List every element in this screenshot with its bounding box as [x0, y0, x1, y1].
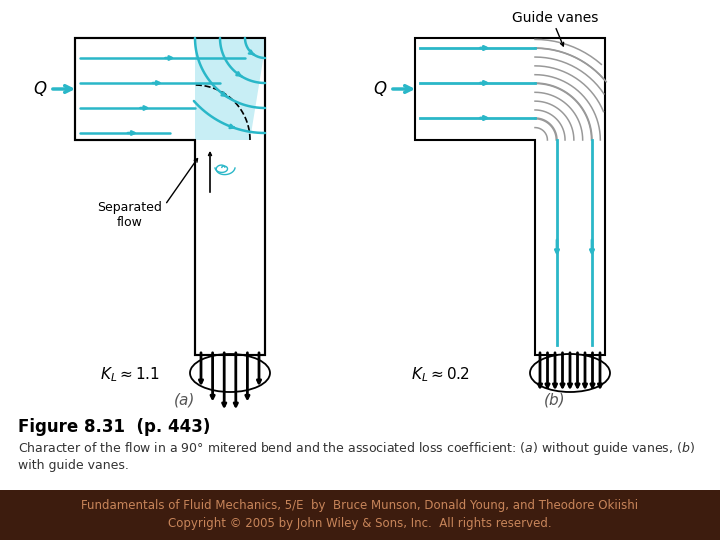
Text: $Q$: $Q$	[373, 79, 387, 98]
Text: Separated
flow: Separated flow	[98, 201, 163, 229]
Text: Guide vanes: Guide vanes	[512, 11, 598, 25]
Polygon shape	[195, 38, 265, 140]
Text: Character of the flow in a 90° mitered bend and the associated loss coefficient:: Character of the flow in a 90° mitered b…	[18, 440, 695, 472]
Text: (a): (a)	[174, 393, 196, 408]
Text: $K_L \approx 1.1$: $K_L \approx 1.1$	[100, 366, 160, 384]
Text: $K_L \approx 0.2$: $K_L \approx 0.2$	[410, 366, 469, 384]
Bar	[0, 490, 720, 540]
Text: Copyright © 2005 by John Wiley & Sons, Inc.  All rights reserved.: Copyright © 2005 by John Wiley & Sons, I…	[168, 516, 552, 530]
Ellipse shape	[190, 354, 270, 392]
Text: Fundamentals of Fluid Mechanics, 5/E  by  Bruce Munson, Donald Young, and Theodo: Fundamentals of Fluid Mechanics, 5/E by …	[81, 498, 639, 511]
Text: (b): (b)	[544, 393, 566, 408]
Ellipse shape	[530, 354, 610, 392]
Text: Figure 8.31  (p. 443): Figure 8.31 (p. 443)	[18, 418, 210, 436]
Polygon shape	[415, 38, 605, 355]
Polygon shape	[75, 38, 265, 355]
Text: $Q$: $Q$	[33, 79, 48, 98]
